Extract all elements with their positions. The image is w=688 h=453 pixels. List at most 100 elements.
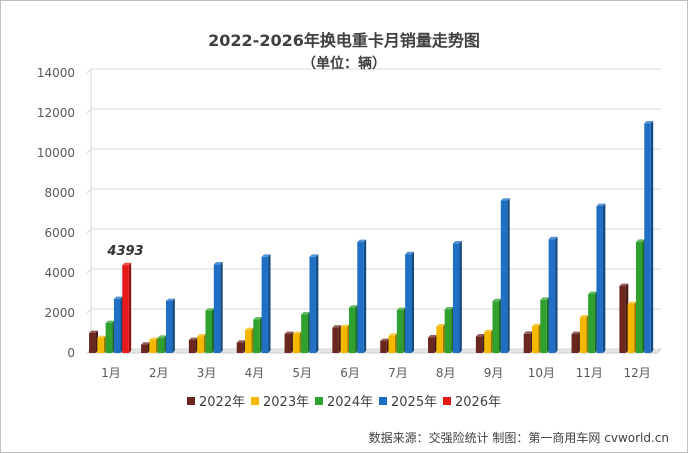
bar-side: [459, 241, 462, 353]
bar-top: [141, 342, 150, 345]
bar-side: [411, 251, 415, 353]
bar-top: [97, 335, 107, 338]
bar: [236, 342, 244, 353]
bar-side: [268, 254, 271, 353]
bar: [444, 309, 452, 353]
bar-side: [172, 298, 175, 353]
bar-top: [261, 254, 271, 257]
bar-top: [532, 323, 541, 327]
bar-top: [619, 283, 629, 286]
legend-swatch: [315, 397, 323, 405]
bar: [540, 299, 547, 353]
legend-swatch: [443, 397, 451, 405]
annotations: 4393: [106, 244, 143, 259]
bar-top: [253, 317, 263, 320]
bar: [113, 299, 121, 353]
bar-top: [301, 312, 311, 315]
gridlines: [85, 68, 663, 354]
bar-side: [315, 254, 319, 353]
x-tick-label: 9月: [484, 366, 504, 380]
bar: [492, 301, 499, 353]
bar: [122, 265, 129, 353]
gridline-depth: [86, 308, 92, 314]
legend-label: 2023年: [263, 395, 309, 410]
bar-top: [236, 340, 246, 343]
x-tick-label: 8月: [436, 366, 456, 380]
bar: [261, 256, 269, 353]
bar: [245, 330, 252, 353]
bars: [89, 121, 654, 354]
bar-top: [340, 324, 350, 327]
legend-swatch: [251, 397, 259, 405]
x-tick-label: 6月: [340, 366, 360, 380]
bar-top: [475, 334, 485, 337]
bar-top: [571, 331, 581, 334]
bar: [149, 340, 156, 353]
bar-top: [484, 329, 494, 332]
y-tick-label: 14000: [37, 66, 75, 80]
y-tick-label: 6000: [44, 226, 75, 240]
bar: [157, 337, 165, 353]
bar: [89, 333, 96, 353]
x-tick-label: 12月: [623, 366, 650, 380]
bar-top: [635, 239, 645, 242]
gridline-depth: [86, 228, 92, 234]
x-tick-label: 5月: [292, 366, 312, 380]
bar-top: [105, 320, 115, 323]
bar: [141, 344, 148, 353]
bar-side: [307, 312, 311, 353]
legend-label: 2022年: [199, 395, 245, 410]
legend-swatch: [187, 397, 195, 405]
bar: [332, 327, 339, 353]
bar-top: [596, 203, 606, 206]
bar: [301, 314, 308, 353]
x-tick-label: 11月: [576, 366, 603, 380]
bar: [405, 254, 412, 353]
legend-label: 2025年: [391, 395, 437, 410]
y-tick-label: 10000: [37, 146, 75, 160]
bar: [253, 319, 260, 353]
bar-top: [548, 236, 558, 240]
y-axis-ticks: 0 2000 4000 6000 8000 10000 12000 14000: [37, 66, 75, 360]
bar-top: [165, 298, 175, 301]
y-tick-label: 8000: [44, 186, 75, 200]
bar: [97, 338, 104, 353]
x-tick-label: 2月: [149, 366, 169, 380]
y-tick-label: 4000: [44, 266, 75, 280]
bar-top: [405, 251, 415, 255]
bar: [452, 243, 460, 353]
bar-top: [197, 334, 207, 337]
bar-top: [428, 335, 437, 338]
bar: [436, 326, 443, 353]
bar: [197, 336, 204, 353]
bar: [340, 327, 348, 353]
bar-top: [309, 254, 319, 257]
bar: [484, 332, 491, 353]
value-label-2026-jan: 4393: [106, 244, 143, 259]
bar: [165, 301, 173, 353]
bar: [627, 304, 635, 353]
bar: [380, 341, 387, 353]
bar: [284, 334, 292, 353]
bar: [619, 286, 626, 353]
gridline-depth: [86, 108, 92, 114]
bar: [357, 242, 364, 353]
y-tick-label: 0: [67, 346, 75, 360]
bar-side: [220, 262, 223, 353]
bar-top: [89, 330, 98, 333]
bar: [644, 123, 651, 354]
y-tick-label: 2000: [44, 306, 75, 320]
bar-side: [555, 236, 558, 353]
bar: [105, 323, 113, 353]
bar-side: [363, 239, 367, 353]
gridline-depth: [86, 148, 92, 154]
bar: [396, 310, 404, 353]
bar: [579, 317, 587, 353]
bar-side: [602, 203, 606, 353]
bar-top: [332, 325, 342, 328]
legend: 2022年 2023年 2024年 2025年 2026年: [187, 395, 501, 410]
bar-top: [627, 301, 637, 304]
chart-subtitle: （单位：辆）: [302, 55, 386, 72]
bar-top: [157, 335, 167, 338]
